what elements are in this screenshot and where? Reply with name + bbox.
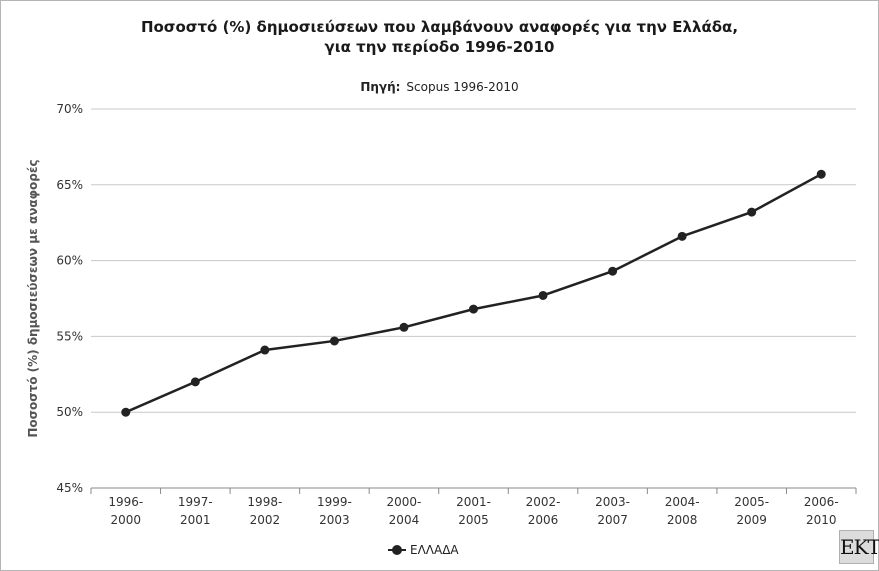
y-tick-label: 60% [56,254,83,268]
data-point [747,207,757,217]
x-tick-label: 2004 [389,513,420,527]
source-value: Scopus 1996-2010 [406,80,519,94]
x-tick-label: 2005- [734,495,769,509]
y-tick-label: 45% [56,481,83,495]
data-point [399,322,409,332]
legend-swatch [388,545,406,555]
x-tick-label: 2003 [319,513,350,527]
source-label: Πηγή: [360,80,401,94]
y-tick-label: 65% [56,178,83,192]
legend[interactable]: ΕΛΛΑΔΑ [388,543,459,557]
legend-label: ΕΛΛΑΔΑ [410,543,459,557]
data-point [260,345,270,355]
data-point [816,169,826,179]
x-tick-label: 2007 [597,513,628,527]
y-tick-label: 50% [56,405,83,419]
x-tick-label: 2004- [665,495,700,509]
y-tick-label: 70% [56,102,83,116]
data-point [121,407,131,417]
data-point [469,304,478,314]
y-axis-label: Ποσοστό (%) δημοσιεύσεων με αναφορές [26,159,40,437]
x-tick-label: 2006 [528,513,559,527]
x-tick-label: 1999- [317,495,352,509]
x-tick-label: 1997- [178,495,213,509]
x-tick-label: 2009 [736,513,767,527]
x-tick-label: 1996- [108,495,143,509]
chart-title-line1: Ποσοστό (%) δημοσιεύσεων που λαμβάνουν α… [140,18,739,36]
x-tick-label: 2001- [456,495,491,509]
x-tick-label: 2002- [526,495,561,509]
x-tick-label: 2000- [387,495,422,509]
data-point [677,231,687,241]
x-tick-label: 2000 [110,513,141,527]
x-tick-label: 2010 [806,513,837,527]
data-point [329,336,339,346]
ekt-logo: ΕΚΤ [839,530,879,564]
x-tick-label: 2006- [804,495,839,509]
x-tick-label: 2008 [667,513,698,527]
y-tick-label: 55% [56,329,83,343]
series-line [125,173,822,414]
x-tick-label: 1998- [247,495,282,509]
x-tick-label: 2003- [595,495,630,509]
x-tick-label: 2005 [458,513,489,527]
chart-source: Πηγή: Scopus 1996-2010 [0,80,879,94]
data-point [608,266,618,276]
data-point [190,377,200,387]
x-tick-label: 2002 [250,513,281,527]
x-tick-label: 2001 [180,513,211,527]
chart-title-line2: για την περίοδο 1996-2010 [324,38,555,56]
data-point [538,290,548,300]
